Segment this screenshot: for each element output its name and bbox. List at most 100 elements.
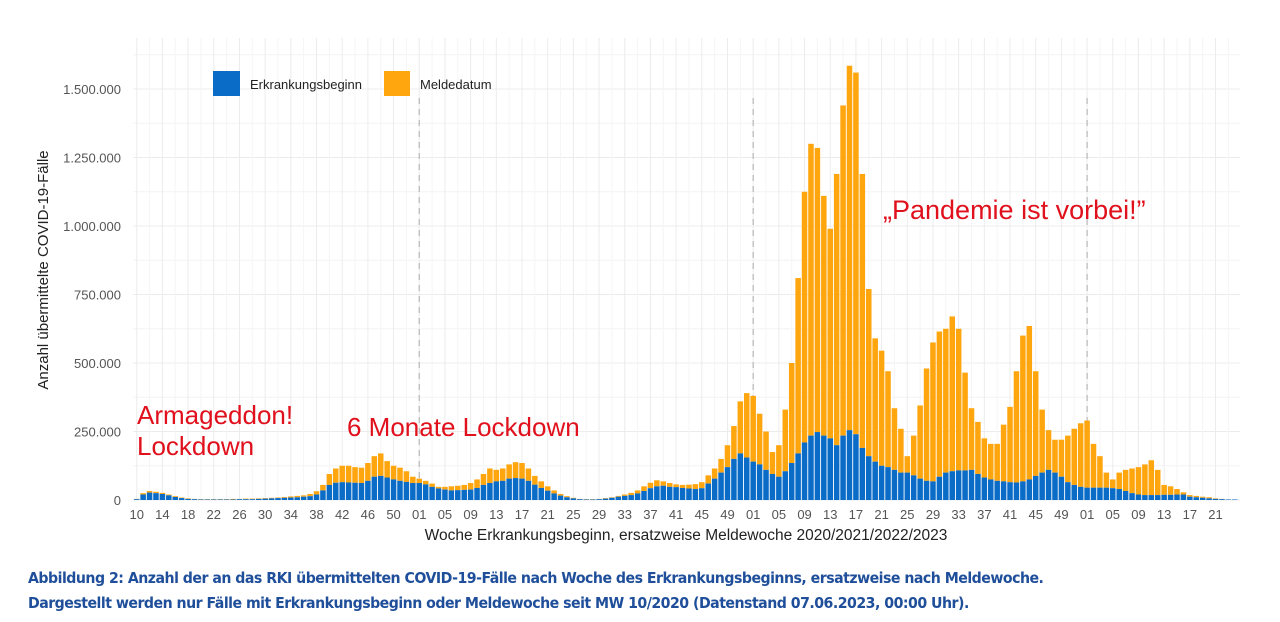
bar-erkrankungsbeginn	[1199, 497, 1206, 500]
bar-meldedatum	[654, 480, 660, 487]
bar-meldedatum	[1129, 468, 1135, 494]
bar-meldedatum	[711, 468, 718, 479]
bar-erkrankungsbeginn	[891, 469, 898, 500]
bar-meldedatum	[172, 496, 179, 497]
bar-meldedatum	[975, 421, 981, 474]
bar-erkrankungsbeginn	[422, 484, 429, 500]
bar-erkrankungsbeginn	[731, 458, 737, 500]
bar-erkrankungsbeginn	[1084, 487, 1090, 500]
bar-erkrankungsbeginn	[814, 432, 821, 500]
bar-erkrankungsbeginn	[146, 492, 153, 500]
bar-meldedatum	[846, 65, 853, 431]
x-tick-label: 45	[695, 507, 709, 522]
bar-erkrankungsbeginn	[711, 478, 718, 500]
x-tick-label: 41	[1003, 507, 1017, 522]
bar-erkrankungsbeginn	[1065, 482, 1071, 500]
x-tick-label: 13	[823, 507, 837, 522]
bar-meldedatum	[557, 493, 564, 496]
bar-meldedatum	[705, 475, 711, 484]
y-tick-label: 1.250.000	[63, 151, 121, 166]
x-tick-label: 17	[515, 507, 529, 522]
bar-erkrankungsbeginn	[910, 475, 917, 500]
bar-meldedatum	[872, 338, 878, 462]
bar-erkrankungsbeginn	[866, 456, 872, 500]
bar-meldedatum	[345, 465, 352, 483]
bar-meldedatum	[551, 490, 557, 494]
bar-erkrankungsbeginn	[846, 430, 853, 500]
x-tick-label: 05	[1106, 507, 1120, 522]
bar-meldedatum	[146, 490, 153, 493]
bar-erkrankungsbeginn	[737, 453, 744, 500]
bar-erkrankungsbeginn	[602, 498, 609, 500]
bar-erkrankungsbeginn	[512, 478, 519, 500]
bar-erkrankungsbeginn	[172, 496, 179, 500]
bar-erkrankungsbeginn	[609, 497, 615, 500]
legend-label-erkrankungsbeginn: Erkrankungsbeginn	[250, 77, 362, 92]
bar-erkrankungsbeginn	[1045, 469, 1052, 500]
bar-erkrankungsbeginn	[204, 499, 211, 500]
bar-erkrankungsbeginn	[1052, 472, 1058, 500]
bar-erkrankungsbeginn	[1077, 486, 1084, 500]
bar-meldedatum	[532, 475, 538, 485]
bar-erkrankungsbeginn	[185, 498, 191, 500]
bar-erkrankungsbeginn	[1110, 488, 1116, 500]
bar-erkrankungsbeginn	[1167, 494, 1174, 500]
bar-erkrankungsbeginn	[743, 457, 750, 500]
bar-erkrankungsbeginn	[621, 495, 628, 500]
bar-erkrankungsbeginn	[1161, 494, 1167, 500]
bar-erkrankungsbeginn	[878, 465, 885, 500]
bar-erkrankungsbeginn	[133, 499, 140, 500]
bar-erkrankungsbeginn	[673, 487, 679, 500]
bar-erkrankungsbeginn	[339, 482, 345, 500]
bar-meldedatum	[994, 443, 1000, 481]
bar-erkrankungsbeginn	[666, 486, 673, 500]
bar-meldedatum	[833, 173, 840, 446]
bar-meldedatum	[1212, 498, 1219, 499]
bar-meldedatum	[570, 497, 577, 499]
annotation-lockdown: Lockdown	[137, 431, 254, 461]
bar-meldedatum	[910, 435, 917, 476]
bar-meldedatum	[981, 438, 988, 478]
x-tick-label: 41	[669, 507, 683, 522]
bar-erkrankungsbeginn	[763, 469, 769, 500]
bar-meldedatum	[737, 401, 744, 454]
bar-meldedatum	[185, 498, 191, 499]
bar-meldedatum	[1071, 428, 1078, 485]
x-tick-label: 10	[129, 507, 143, 522]
bar-meldedatum	[255, 498, 262, 499]
legend-swatch-meldedatum	[384, 71, 410, 96]
x-tick-label: 09	[797, 507, 811, 522]
bar-meldedatum	[1142, 464, 1148, 496]
bar-erkrankungsbeginn	[487, 483, 493, 500]
bar-erkrankungsbeginn	[679, 487, 686, 500]
bar-erkrankungsbeginn	[692, 489, 699, 500]
bar-meldedatum	[878, 350, 885, 466]
x-tick-label: 17	[1183, 507, 1197, 522]
bar-erkrankungsbeginn	[994, 480, 1000, 500]
x-axis-label: Woche Erkrankungsbeginn, ersatzweise Mel…	[425, 527, 948, 544]
bar-erkrankungsbeginn	[898, 472, 904, 500]
bar-erkrankungsbeginn	[551, 493, 557, 500]
bar-meldedatum	[788, 363, 795, 464]
bar-meldedatum	[1135, 467, 1142, 495]
bar-meldedatum	[1045, 430, 1052, 470]
bar-erkrankungsbeginn	[1206, 498, 1212, 500]
bar-meldedatum	[358, 467, 365, 484]
bar-meldedatum	[615, 495, 622, 497]
bar-erkrankungsbeginn	[1122, 490, 1129, 500]
bar-erkrankungsbeginn	[1180, 494, 1187, 500]
bar-erkrankungsbeginn	[377, 475, 384, 500]
bar-meldedatum	[166, 494, 172, 496]
bar-erkrankungsbeginn	[988, 479, 994, 500]
bar-erkrankungsbeginn	[352, 482, 358, 500]
bar-meldedatum	[1026, 326, 1033, 480]
bar-meldedatum	[525, 468, 532, 481]
bar-erkrankungsbeginn	[384, 477, 390, 500]
bar-erkrankungsbeginn	[769, 473, 776, 500]
bar-erkrankungsbeginn	[589, 499, 596, 500]
bar-meldedatum	[769, 452, 776, 474]
x-tick-label: 42	[335, 507, 349, 522]
bar-erkrankungsbeginn	[750, 461, 756, 500]
bar-meldedatum	[1154, 469, 1161, 496]
bar-erkrankungsbeginn	[647, 488, 654, 500]
